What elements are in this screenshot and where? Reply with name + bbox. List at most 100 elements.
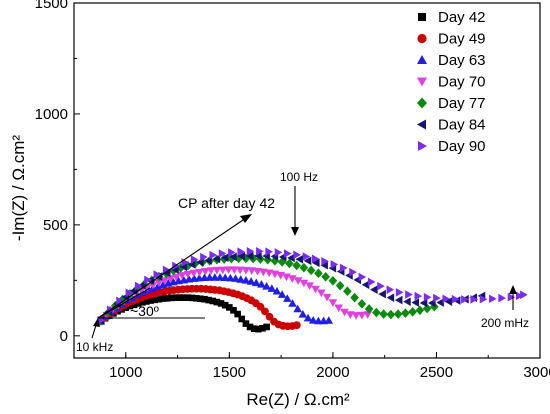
data-point [320, 260, 328, 270]
data-point [377, 281, 385, 291]
data-point [415, 305, 425, 316]
data-point [197, 295, 204, 303]
legend-label: Day 42 [438, 9, 486, 26]
data-point [292, 321, 301, 330]
x-axis-title: Re(Z) / Ω.cm² [246, 390, 350, 409]
data-point [201, 267, 210, 276]
data-point [372, 307, 381, 318]
data-point [287, 253, 295, 263]
data-point [162, 265, 171, 275]
data-point [358, 272, 367, 282]
data-point [231, 274, 240, 282]
data-point [226, 304, 233, 311]
data-point [339, 263, 348, 273]
data-point [265, 312, 274, 321]
data-point [246, 277, 256, 285]
legend-marker [417, 77, 427, 87]
data-point [379, 309, 388, 319]
data-point [444, 297, 453, 306]
data-point [324, 316, 334, 324]
y-tick-label: 500 [43, 217, 68, 234]
data-point [209, 250, 218, 260]
data-point [218, 266, 228, 275]
mhz200-arrow-head [509, 285, 517, 294]
data-point [386, 309, 396, 320]
data-point [340, 308, 349, 317]
y-tick-label: 1000 [35, 106, 68, 123]
khz10-arrow-head [93, 318, 100, 327]
data-point [230, 306, 237, 314]
data-point [201, 295, 208, 303]
data-point [302, 252, 311, 261]
data-point [267, 284, 277, 292]
data-point [350, 292, 359, 303]
data-point [298, 309, 308, 318]
data-point [328, 299, 338, 307]
data-point [172, 294, 179, 301]
data-point [263, 323, 270, 331]
data-point [351, 312, 361, 320]
data-point [234, 310, 241, 318]
data-point [237, 247, 246, 257]
data-point [405, 290, 413, 299]
data-point [221, 301, 229, 309]
data-point [206, 267, 216, 275]
data-point [364, 304, 374, 314]
data-point [147, 297, 154, 304]
data-point [386, 285, 395, 294]
data-point [520, 290, 528, 300]
y-tick-label: 1500 [35, 0, 68, 12]
data-point [159, 295, 167, 302]
data-point [179, 262, 188, 272]
data-point [166, 275, 175, 283]
data-point [188, 294, 196, 302]
data-point [515, 291, 524, 301]
legend-label: Day 63 [438, 52, 486, 69]
data-point [184, 294, 192, 301]
data-point [308, 315, 318, 324]
data-point [262, 282, 271, 290]
data-point [403, 297, 411, 306]
data-point [293, 277, 303, 285]
data-point [192, 295, 200, 302]
data-point [277, 290, 287, 298]
legend: Day 42 Day 49 Day 63 Day 70 Day 77 Day 84 Day … [417, 9, 486, 155]
data-point [251, 278, 261, 287]
data-point [370, 285, 378, 294]
data-point [189, 269, 199, 278]
data-point [489, 294, 497, 304]
data-point [230, 266, 239, 274]
data-point [163, 295, 171, 302]
data-point [205, 296, 212, 304]
legend-label: Day 70 [438, 74, 486, 91]
hz100-label: 100 Hz [280, 170, 318, 184]
data-point [306, 265, 316, 276]
data-point [177, 272, 187, 280]
legend-label: Day 90 [438, 138, 486, 155]
data-point [305, 282, 314, 290]
cp-arrow-head [240, 214, 252, 223]
data-point [361, 280, 370, 290]
data-point [183, 270, 193, 279]
x-tick-label: 1000 [109, 364, 142, 381]
data-point [401, 308, 410, 318]
data-point [242, 320, 250, 327]
data-point [422, 303, 432, 314]
data-point [367, 277, 376, 287]
data-point [261, 307, 269, 316]
data-point [234, 253, 243, 264]
plot-frame [73, 2, 541, 359]
legend-marker [418, 13, 426, 21]
angle-line [97, 287, 151, 319]
data-point [433, 293, 441, 303]
data-point [226, 273, 235, 282]
data-point [303, 313, 313, 322]
data-point [394, 295, 403, 305]
data-point [218, 249, 227, 258]
data-point [153, 270, 162, 279]
data-point [442, 294, 451, 304]
data-point [461, 295, 469, 304]
data-point [343, 286, 352, 297]
data-point [272, 286, 282, 295]
